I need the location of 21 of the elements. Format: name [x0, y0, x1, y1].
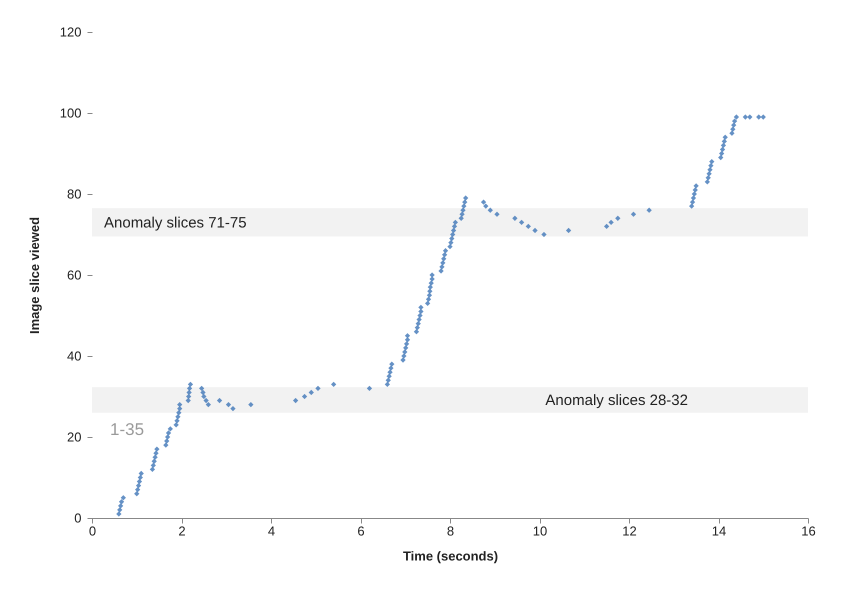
- x-tick-label: 14: [712, 524, 726, 538]
- x-tick-label: 0: [88, 524, 96, 538]
- x-tick-label: 4: [268, 524, 276, 538]
- y-tick-label: 100: [60, 106, 82, 120]
- x-tick-label: 12: [622, 524, 637, 538]
- y-tick-label: 0: [74, 510, 82, 526]
- annotation: 1-35: [110, 420, 144, 439]
- x-tick-label: 10: [532, 524, 548, 538]
- y-tick-label: 40: [67, 348, 82, 364]
- y-axis-title: Image slice viewed: [26, 216, 42, 334]
- x-tick-label: 8: [446, 524, 454, 538]
- x-tick-label: 2: [178, 524, 186, 538]
- y-tick-label: 120: [60, 24, 82, 40]
- band-label: Anomaly slices 28-32: [545, 392, 688, 409]
- x-axis-title: Time (seconds): [402, 548, 498, 564]
- band-label: Anomaly slices 71-75: [104, 214, 247, 232]
- x-tick-label: 16: [801, 524, 816, 538]
- y-tick-label: 20: [67, 430, 82, 444]
- y-tick-label: 80: [67, 186, 82, 202]
- y-tick-label: 60: [67, 268, 82, 282]
- x-tick-label: 6: [357, 524, 365, 538]
